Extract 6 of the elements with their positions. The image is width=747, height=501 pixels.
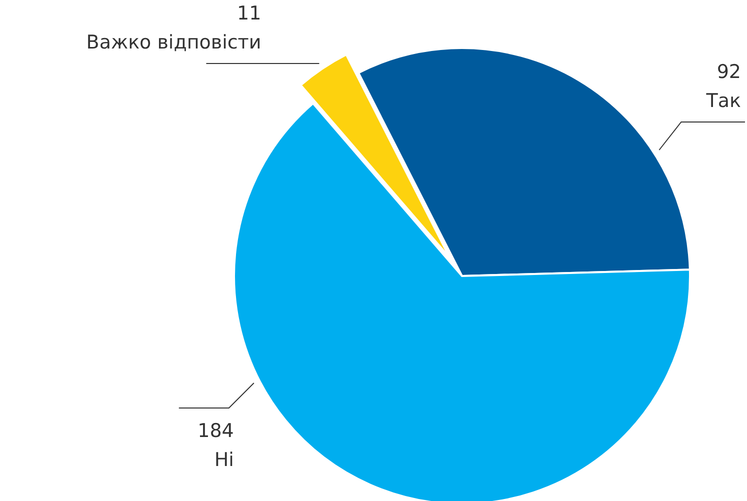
slice-label: Важко відповісти [86,32,262,54]
data-label: 11 [237,2,262,25]
slice-label: Так [705,90,741,112]
data-label: 184 [198,420,234,442]
slice-label: Ні [214,449,234,471]
data-label: 92 [716,61,741,83]
